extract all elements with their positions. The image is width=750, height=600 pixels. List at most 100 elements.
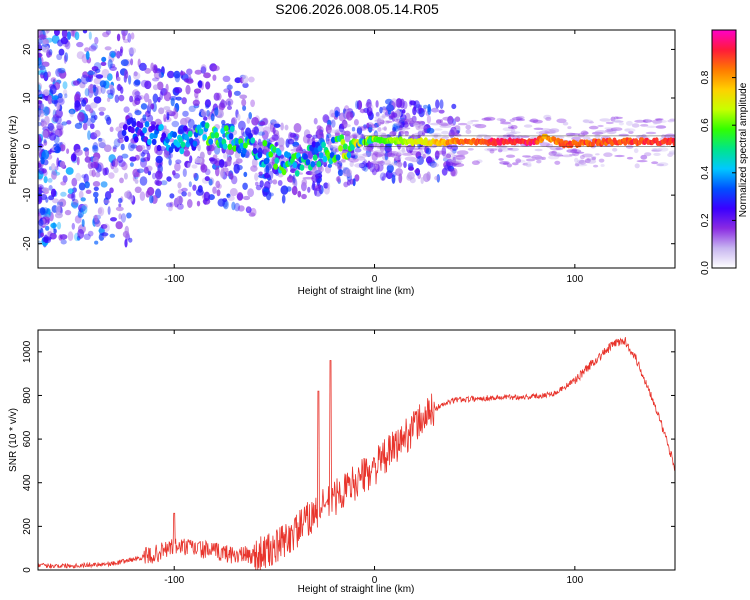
spectrogram-cell [441,136,450,139]
spectrogram-cell [181,187,188,192]
spectrogram-cell [118,203,122,208]
spectrogram-cell [448,158,457,162]
spectrogram-cell [356,126,363,135]
spectrogram-cell [130,144,138,149]
spectrogram-ridge-cell [220,127,226,135]
spectrogram-cell [43,138,47,144]
spectrogram-cell [122,31,126,41]
spectrogram-cell [377,127,382,132]
spectrogram-ridge-cell [178,136,184,144]
spectrogram-cell [38,147,41,153]
spectrogram-ridge-cell [312,154,318,161]
spectrogram-cell [368,103,374,111]
spectrogram-cell [594,130,607,134]
spectrogram-ridge-cell [223,125,229,132]
spectrogram-ridge-cell [122,124,128,131]
spectrogram-cell [366,98,372,109]
spectrogram-cell [143,93,150,103]
spectrogram-ridge-cell [213,127,218,134]
spectrogram-cell [562,121,569,126]
spectrogram-cell [187,74,192,80]
spectrogram-cell [38,52,42,58]
spectrogram-cell [93,186,99,191]
spectrogram-cell [533,127,544,130]
spectrogram-cell [465,124,472,130]
spectrogram-cell [379,106,383,114]
spectrogram-cell [124,69,129,80]
spectrogram-cell [284,124,289,131]
spectrogram-cell [69,109,74,118]
spectrogram-cell [305,170,313,175]
spectrogram-cell [212,65,220,72]
snr-y-ticks: 0 200 400 600 800 1000 [22,340,675,573]
spectrogram-cell [129,156,137,162]
spectrogram-cell [397,149,407,154]
snr-y-tick-label: 1000 [22,340,33,363]
spectrogram-cell [53,228,57,234]
spectrogram-ridge-cell [144,121,150,128]
spectrogram-cell [441,130,449,135]
spectrogram-cell [363,124,367,129]
spectrogram-cell [328,134,337,139]
spectrogram-cell [192,99,200,107]
spectrogram-cell [81,205,88,215]
spectrogram-cell [322,114,330,123]
spectrogram-ridge-cell [310,161,316,168]
spectrogram-cell [646,125,657,128]
spectrogram-cell [45,225,50,231]
spectrogram-cell [534,148,543,152]
spectrogram-cell [386,104,394,112]
spectrogram-cell [298,172,303,175]
spectrogram-cell [545,143,554,149]
spectrogram-cell [441,146,447,157]
spectrogram-cell [363,159,368,167]
spectrogram-cell [205,104,210,109]
spectrogram-ridge-cell [305,159,311,166]
spectrogram-cell [507,124,514,129]
spectrogram-cell [368,149,374,152]
spectrogram-cell [47,94,52,105]
spectrogram-cell [445,158,454,168]
spectrogram-cell [544,129,556,134]
spectrogram-cell [56,53,63,60]
spectrogram-cell [395,155,402,161]
spectrogram-cell [52,198,59,204]
spectrogram-cell [539,142,550,147]
spectrogram-ridge-cell [180,141,186,148]
spectrogram-cell [48,185,53,191]
spectrogram-cell [309,169,320,175]
spectrogram-cell [655,125,667,129]
spectrogram-cell [85,189,92,194]
spectrogram-ridge-cell [276,149,282,156]
spectrogram-cell [402,122,409,128]
spectrogram-cell [174,87,183,94]
spectrogram-cell [416,120,425,124]
spectrogram-cell [369,161,381,165]
spectrogram-cell [44,208,52,218]
spectrogram-cell [532,119,543,124]
spectrogram-cell [88,31,92,40]
spectrogram-cell [545,116,552,121]
spectrogram-cell [327,129,338,134]
spectrogram-cell [272,127,276,135]
spectrogram-cell [168,158,172,166]
spectrogram-ridge-cell [229,125,235,133]
spectrogram-cell [471,160,480,165]
spectrogram-ridge-cell [241,147,247,154]
spectrogram-cell [668,151,673,155]
spectrogram-cell [507,147,520,152]
spectrogram-cell [101,232,109,237]
spectrogram-cell [356,134,362,139]
spectrogram-cell [536,131,541,135]
spectrogram-cell [391,161,397,165]
spectrogram-cell [498,158,504,161]
spectrogram-cell [292,174,296,184]
spectrogram-cell [167,70,175,79]
spectrogram-cell [54,128,63,138]
spectrogram-cell [367,160,371,170]
spectrogram-cell [222,167,229,173]
spectrogram-cell [98,228,105,233]
spectrogram-cell [357,125,365,129]
spectrogram-cell [442,116,453,121]
